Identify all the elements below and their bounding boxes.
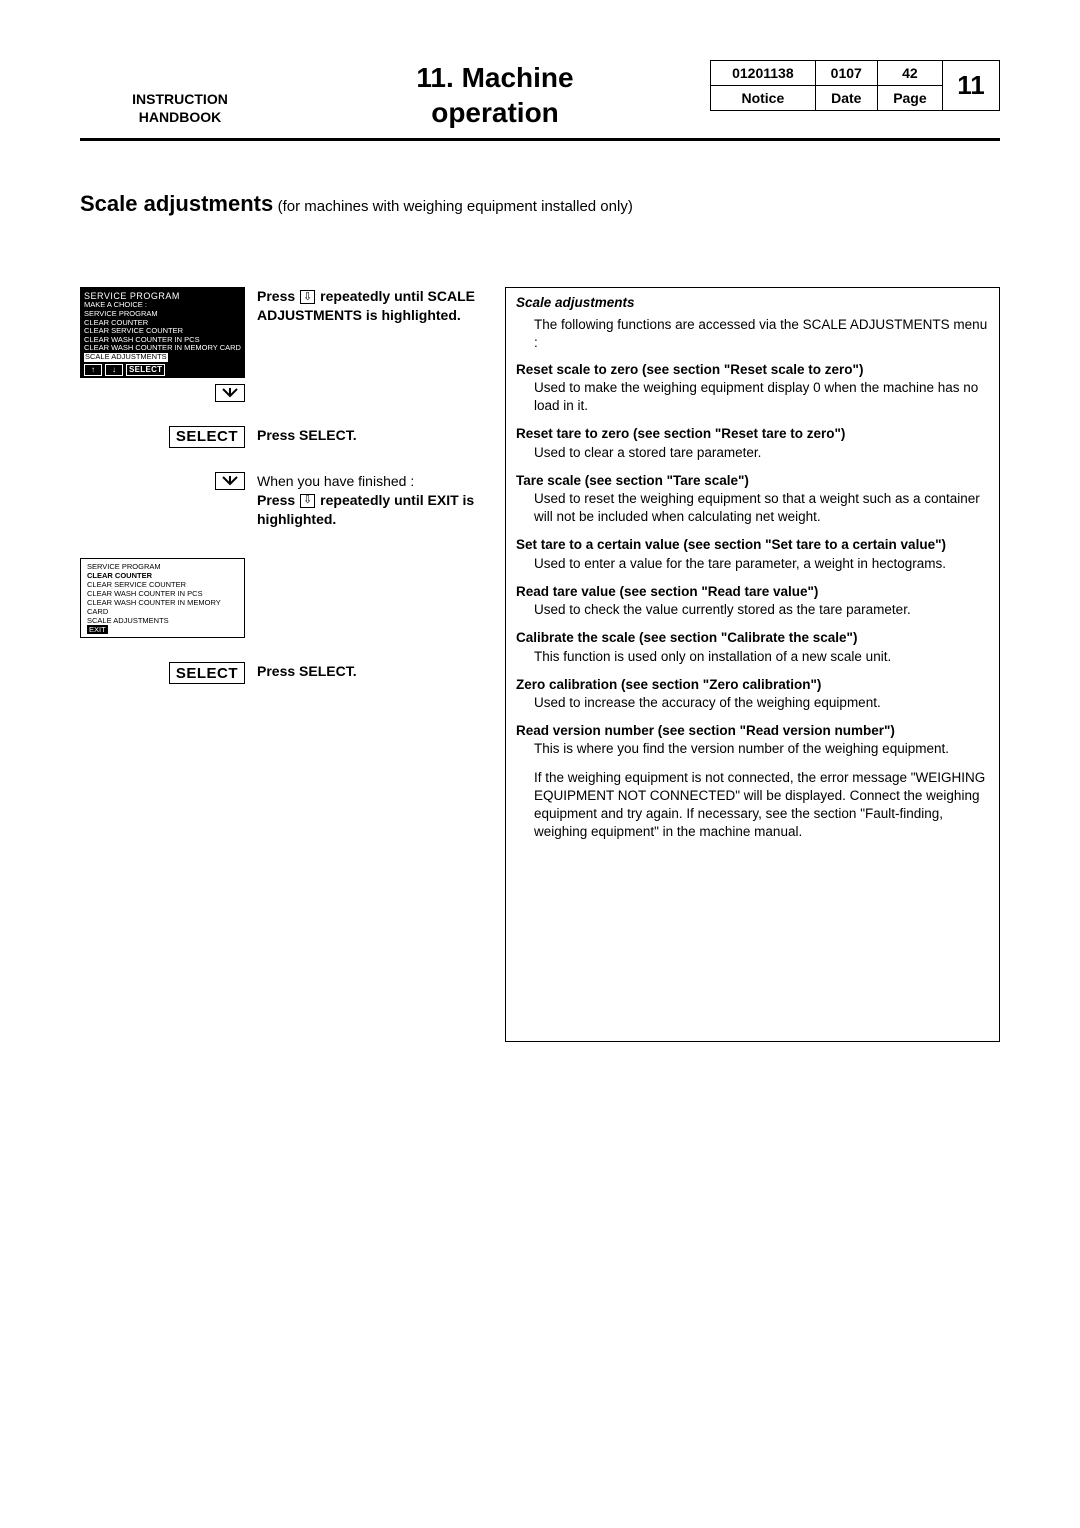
desc-body: Used to reset the weighing equipment so … <box>534 490 989 526</box>
date-value: 0107 <box>815 61 877 86</box>
down-arrow-key-icon <box>215 472 245 490</box>
screen1-highlight: SCALE ADJUSTMENTS <box>84 353 168 362</box>
section-heading: Scale adjustments (for machines with wei… <box>80 191 1000 217</box>
desc-body: Used to enter a value for the tare param… <box>534 555 989 573</box>
step-2-icons: SELECT <box>80 426 245 448</box>
step4-label: Press SELECT. <box>257 663 357 679</box>
screen-down-icon: ↓ <box>105 364 123 376</box>
screen-up-icon: ↑ <box>84 364 102 376</box>
desc-body: Used to make the weighing equipment disp… <box>534 379 989 415</box>
notice-value: 01201138 <box>711 61 816 86</box>
desc-head: Reset tare to zero (see section "Reset t… <box>516 425 989 443</box>
section-title: Scale adjustments <box>80 191 273 216</box>
desc-body: This function is used only on installati… <box>534 648 989 666</box>
desc-body: Used to clear a stored tare parameter. <box>534 444 989 462</box>
screen2-l5: SCALE ADJUSTMENTS <box>87 616 241 625</box>
step-4-icons: SELECT <box>80 662 245 684</box>
step-2: SELECT Press SELECT. <box>80 426 495 448</box>
right-panel: Scale adjustments The following function… <box>505 287 1000 1042</box>
desc-head: Read tare value (see section "Read tare … <box>516 583 989 601</box>
step-3: When you have finished : Press ⇩ repeate… <box>80 472 495 529</box>
step-screen2: SERVICE PROGRAM CLEAR COUNTER CLEAR SERV… <box>80 552 495 638</box>
desc-head: Read version number (see section "Read v… <box>516 722 989 740</box>
desc-item-6: Zero calibration (see section "Zero cali… <box>516 676 989 712</box>
header-meta: 01201138 0107 42 11 Notice Date Page <box>710 60 1000 111</box>
chapter-title-line1: 11. Machine <box>280 60 710 95</box>
page-label: Page <box>877 86 942 111</box>
step-1: SERVICE PROGRAM MAKE A CHOICE : SERVICE … <box>80 287 495 402</box>
chapter-title-line2: operation <box>280 95 710 130</box>
left-column: SERVICE PROGRAM MAKE A CHOICE : SERVICE … <box>80 287 495 1042</box>
desc-item-3: Set tare to a certain value (see section… <box>516 536 989 572</box>
screen1-buttons: ↑ ↓ SELECT <box>84 364 241 376</box>
desc-item-4: Read tare value (see section "Read tare … <box>516 583 989 619</box>
screen-select-button: SELECT <box>126 364 165 376</box>
inline-down-icon: ⇩ <box>300 290 315 304</box>
step1-pre: Press <box>257 288 295 304</box>
chapter-number: 11 <box>943 61 1000 111</box>
service-program-screen-2: SERVICE PROGRAM CLEAR COUNTER CLEAR SERV… <box>80 558 245 638</box>
desc-item-7: Read version number (see section "Read v… <box>516 722 989 758</box>
desc-body: Used to increase the accuracy of the wei… <box>534 694 989 712</box>
step3-pre: Press <box>257 492 295 508</box>
screen2-l4: CLEAR WASH COUNTER IN MEMORY CARD <box>87 598 241 616</box>
handbook-line2: HANDBOOK <box>80 108 280 126</box>
chapter-title: 11. Machine operation <box>280 60 710 130</box>
step-4-text: Press SELECT. <box>257 662 495 681</box>
desc-item-5: Calibrate the scale (see section "Calibr… <box>516 629 989 665</box>
page-value: 42 <box>877 61 942 86</box>
desc-item-0: Reset scale to zero (see section "Reset … <box>516 361 989 416</box>
step3-intro: When you have finished : <box>257 473 414 489</box>
right-footer: If the weighing equipment is not connect… <box>534 769 989 842</box>
right-panel-title: Scale adjustments <box>516 294 989 312</box>
desc-head: Tare scale (see section "Tare scale") <box>516 472 989 490</box>
screen2-title: SERVICE PROGRAM <box>87 562 241 571</box>
header-table: 01201138 0107 42 11 Notice Date Page <box>710 60 1000 111</box>
desc-item-1: Reset tare to zero (see section "Reset t… <box>516 425 989 461</box>
desc-head: Reset scale to zero (see section "Reset … <box>516 361 989 379</box>
step-3-text: When you have finished : Press ⇩ repeate… <box>257 472 495 529</box>
step-2-text: Press SELECT. <box>257 426 495 445</box>
service-program-screen-1: SERVICE PROGRAM MAKE A CHOICE : SERVICE … <box>80 287 245 378</box>
section-subtitle: (for machines with weighing equipment in… <box>278 198 633 215</box>
handbook-label: INSTRUCTION HANDBOOK <box>80 60 280 126</box>
page-header: INSTRUCTION HANDBOOK 11. Machine operati… <box>80 60 1000 141</box>
step-1-text: Press ⇩ repeatedly until SCALE ADJUSTMEN… <box>257 287 495 325</box>
desc-body: Used to check the value currently stored… <box>534 601 989 619</box>
screen2-wrap: SERVICE PROGRAM CLEAR COUNTER CLEAR SERV… <box>80 552 245 638</box>
date-label: Date <box>815 86 877 111</box>
desc-item-2: Tare scale (see section "Tare scale") Us… <box>516 472 989 527</box>
step-1-icons: SERVICE PROGRAM MAKE A CHOICE : SERVICE … <box>80 287 245 402</box>
content-area: SERVICE PROGRAM MAKE A CHOICE : SERVICE … <box>80 287 1000 1042</box>
step-3-icons <box>80 472 245 490</box>
step2-label: Press SELECT. <box>257 427 357 443</box>
down-arrow-key-icon <box>215 384 245 402</box>
screen2-l2: CLEAR SERVICE COUNTER <box>87 580 241 589</box>
screen2-l3: CLEAR WASH COUNTER IN PCS <box>87 589 241 598</box>
screen2-l1: CLEAR COUNTER <box>87 571 241 580</box>
step-4: SELECT Press SELECT. <box>80 662 495 684</box>
select-key-icon: SELECT <box>169 426 245 448</box>
desc-head: Set tare to a certain value (see section… <box>516 536 989 554</box>
select-key-icon: SELECT <box>169 662 245 684</box>
desc-body: This is where you find the version numbe… <box>534 740 989 758</box>
desc-head: Calibrate the scale (see section "Calibr… <box>516 629 989 647</box>
desc-head: Zero calibration (see section "Zero cali… <box>516 676 989 694</box>
inline-down-icon: ⇩ <box>300 494 315 508</box>
screen2-highlight: EXIT <box>87 625 108 634</box>
right-intro: The following functions are accessed via… <box>534 316 989 352</box>
notice-label: Notice <box>711 86 816 111</box>
handbook-line1: INSTRUCTION <box>80 90 280 108</box>
